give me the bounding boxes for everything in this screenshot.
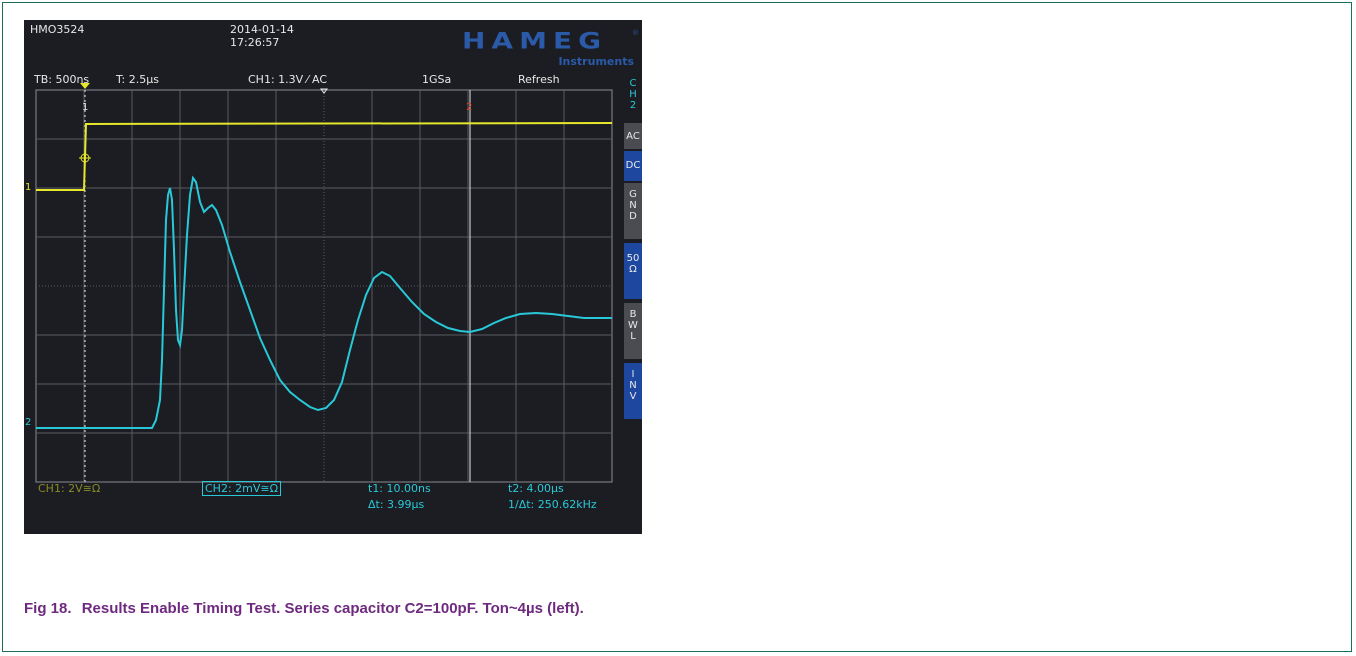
status-sample-rate: 1GSa (422, 73, 452, 86)
center-marker (320, 88, 328, 94)
figure-number: Fig 18. (24, 600, 72, 617)
scope-header: HMO3524 2014-01-14 17:26:57 HAMEG ® Inst… (24, 20, 642, 72)
trigger-position-marker (80, 83, 90, 89)
grid (35, 89, 613, 483)
cursor-t1-readout: t1: 10.00ns (368, 482, 431, 495)
cursor-t2-readout: t2: 4.00µs (508, 482, 564, 495)
hameg-logo-word: HAMEG (462, 28, 608, 54)
impedance-50-ohm-button[interactable]: 50 Ω (624, 243, 642, 299)
cursor-2-label: 2 (466, 102, 472, 113)
bandwidth-limit-button[interactable]: B W L (624, 303, 642, 359)
waveform-display: 1 2 1 2 (25, 83, 613, 483)
ch2-ground-marker: 2 (25, 417, 31, 428)
figure-caption-text: Results Enable Timing Test. Series capac… (81, 600, 584, 617)
trigger-level-marker (79, 152, 91, 164)
hameg-logo-registered: ® (632, 30, 638, 37)
ch1-scale-label[interactable]: CH1: 2V≅Ω (38, 482, 101, 495)
coupling-ac-button[interactable]: AC (624, 123, 642, 149)
ch1-ground-marker: 1 (25, 182, 31, 193)
scope-time: 17:26:57 (230, 36, 280, 49)
cursor-1-label: 1 (82, 102, 88, 113)
hameg-logo-subtitle: Instruments (558, 55, 634, 68)
channel-menu-title: C H 2 (624, 76, 642, 122)
status-acq-mode: Refresh (518, 73, 560, 86)
coupling-dc-button[interactable]: DC (624, 151, 642, 181)
ch2-scale-label[interactable]: CH2: 2mV≅Ω (202, 481, 282, 496)
status-trigger-time: T: 2.5µs (116, 73, 159, 86)
ch2-waveform (36, 175, 612, 429)
oscilloscope-screenshot: HMO3524 2014-01-14 17:26:57 HAMEG ® Inst… (24, 20, 642, 534)
figure-caption: Fig 18. Results Enable Timing Test. Seri… (24, 600, 584, 617)
status-timebase: TB: 500ns (34, 73, 90, 86)
cursor-inverse-delta-t-readout: 1/Δt: 250.62kHz (508, 498, 597, 511)
hameg-logo: HAMEG ® Instruments (462, 28, 640, 70)
channel-title-2: H (629, 89, 637, 100)
scope-date: 2014-01-14 (230, 23, 294, 36)
scope-model: HMO3524 (30, 23, 85, 36)
coupling-gnd-button[interactable]: G N D (624, 183, 642, 239)
channel-title-3: 2 (629, 100, 637, 111)
cursor-delta-t-readout: Δt: 3.99µs (368, 498, 425, 511)
channel-title-1: C (629, 78, 637, 89)
status-trigger: CH1: 1.3V ⁄ AC (248, 73, 328, 86)
invert-button[interactable]: I N V (624, 363, 642, 419)
